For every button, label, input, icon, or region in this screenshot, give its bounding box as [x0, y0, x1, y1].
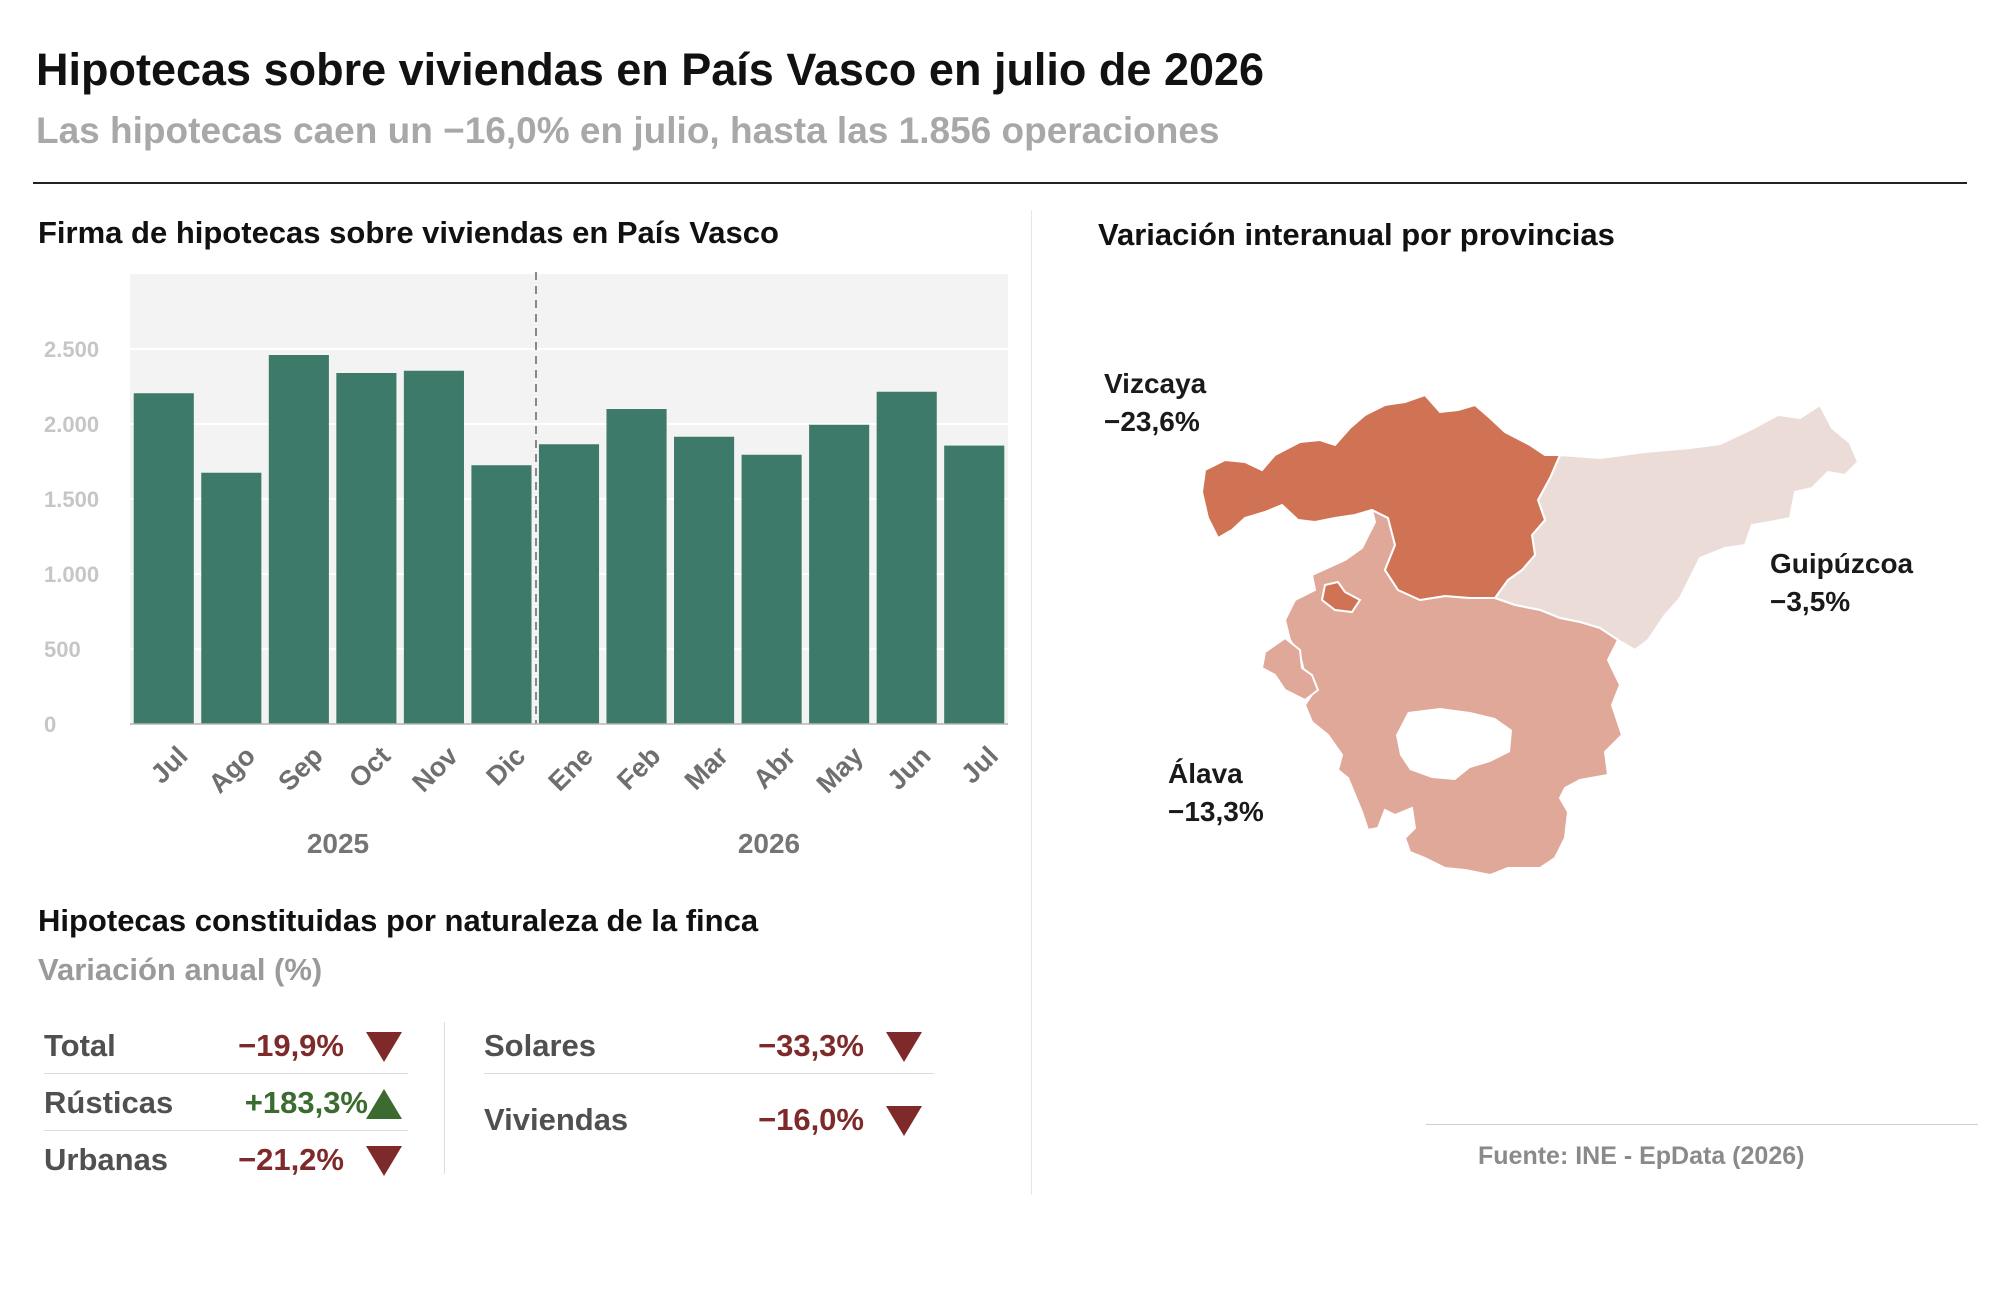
finca-row-solares: Solares −33,3%	[484, 1018, 934, 1074]
y-tick-label: 500	[44, 637, 81, 662]
finca-row-rusticas: Rústicas +183,3%	[44, 1075, 408, 1131]
y-tick-label: 1.500	[44, 487, 99, 512]
bar-ene-6[interactable]	[538, 444, 600, 724]
source-divider	[1426, 1124, 1978, 1125]
finca-row-viviendas: Viviendas −16,0%	[484, 1092, 934, 1148]
y-tick-label: 2.000	[44, 412, 99, 437]
up-arrow-icon	[366, 1089, 402, 1119]
y-tick-label: 2.500	[44, 337, 99, 362]
source-note: Fuente: INE - EpData (2026)	[1478, 1142, 1805, 1170]
row-divider	[484, 1073, 934, 1074]
y-tick-label: 1.000	[44, 562, 99, 587]
map-label-vizcaya: Vizcaya	[1104, 368, 1207, 399]
y-tick-label: 0	[44, 712, 56, 737]
map-label-alava: Álava	[1168, 758, 1243, 789]
y-axis-ticks: 0 500 1.000 1.500 2.000 2.500	[44, 337, 99, 737]
bar-ago-1[interactable]	[201, 472, 262, 724]
map-title: Variación interanual por provincias	[1098, 217, 1615, 252]
bar-nov-4[interactable]	[403, 370, 464, 724]
header-divider	[33, 182, 1967, 184]
down-arrow-icon	[886, 1106, 922, 1136]
finca-subtitle: Variación anual (%)	[38, 952, 323, 987]
finca-value: −19,9%	[237, 1028, 344, 1063]
finca-value: −33,3%	[757, 1028, 864, 1063]
map-value-vizcaya: −23,6%	[1104, 406, 1200, 437]
chart-bars	[133, 355, 1005, 724]
row-divider	[44, 1073, 408, 1074]
bar-jul-0[interactable]	[133, 393, 194, 724]
map-label-guipuzcoa: Guipúzcoa	[1770, 548, 1914, 579]
finca-label: Urbanas	[44, 1142, 169, 1177]
finca-value: −21,2%	[237, 1142, 344, 1177]
bar-may-10[interactable]	[809, 424, 870, 724]
down-arrow-icon	[366, 1032, 402, 1062]
vizcaya-enclave	[1320, 580, 1362, 614]
finca-title: Hipotecas constituidas por naturaleza de…	[38, 903, 759, 938]
down-arrow-icon	[886, 1032, 922, 1062]
bar-feb-7[interactable]	[606, 409, 667, 724]
alava-enclave-hole	[1396, 708, 1512, 780]
map-value-alava: −13,3%	[1168, 796, 1264, 827]
finca-label: Viviendas	[484, 1102, 629, 1137]
bar-abr-9[interactable]	[741, 454, 802, 724]
bar-mar-8[interactable]	[674, 436, 735, 724]
province-vizcaya[interactable]	[1200, 393, 1562, 602]
year-label-2026: 2026	[738, 828, 800, 859]
bar-chart-title: Firma de hipotecas sobre viviendas en Pa…	[38, 215, 779, 250]
finca-value: +183,3%	[244, 1085, 368, 1120]
bar-jun-11[interactable]	[876, 391, 937, 724]
bar-jul-12[interactable]	[944, 445, 1005, 724]
year-label-2025: 2025	[307, 828, 369, 859]
table-column-divider	[444, 1022, 445, 1174]
finca-row-urbanas: Urbanas −21,2%	[44, 1132, 408, 1188]
province-alava-villaverde	[1260, 636, 1320, 702]
column-divider	[1031, 210, 1032, 1195]
down-arrow-icon	[366, 1146, 402, 1176]
row-divider	[44, 1130, 408, 1131]
finca-label: Total	[44, 1028, 116, 1063]
finca-label: Solares	[484, 1028, 597, 1063]
bar-oct-3[interactable]	[336, 373, 397, 724]
finca-value: −16,0%	[757, 1102, 864, 1137]
page-subtitle: Las hipotecas caen un −16,0% en julio, h…	[36, 110, 1220, 151]
bar-dic-5[interactable]	[471, 465, 532, 724]
finca-label: Rústicas	[44, 1085, 174, 1120]
page-title: Hipotecas sobre viviendas en País Vasco …	[36, 44, 1265, 95]
finca-row-total: Total −19,9%	[44, 1018, 408, 1074]
bar-sep-2[interactable]	[268, 355, 329, 724]
map-value-guipuzcoa: −3,5%	[1770, 586, 1851, 617]
